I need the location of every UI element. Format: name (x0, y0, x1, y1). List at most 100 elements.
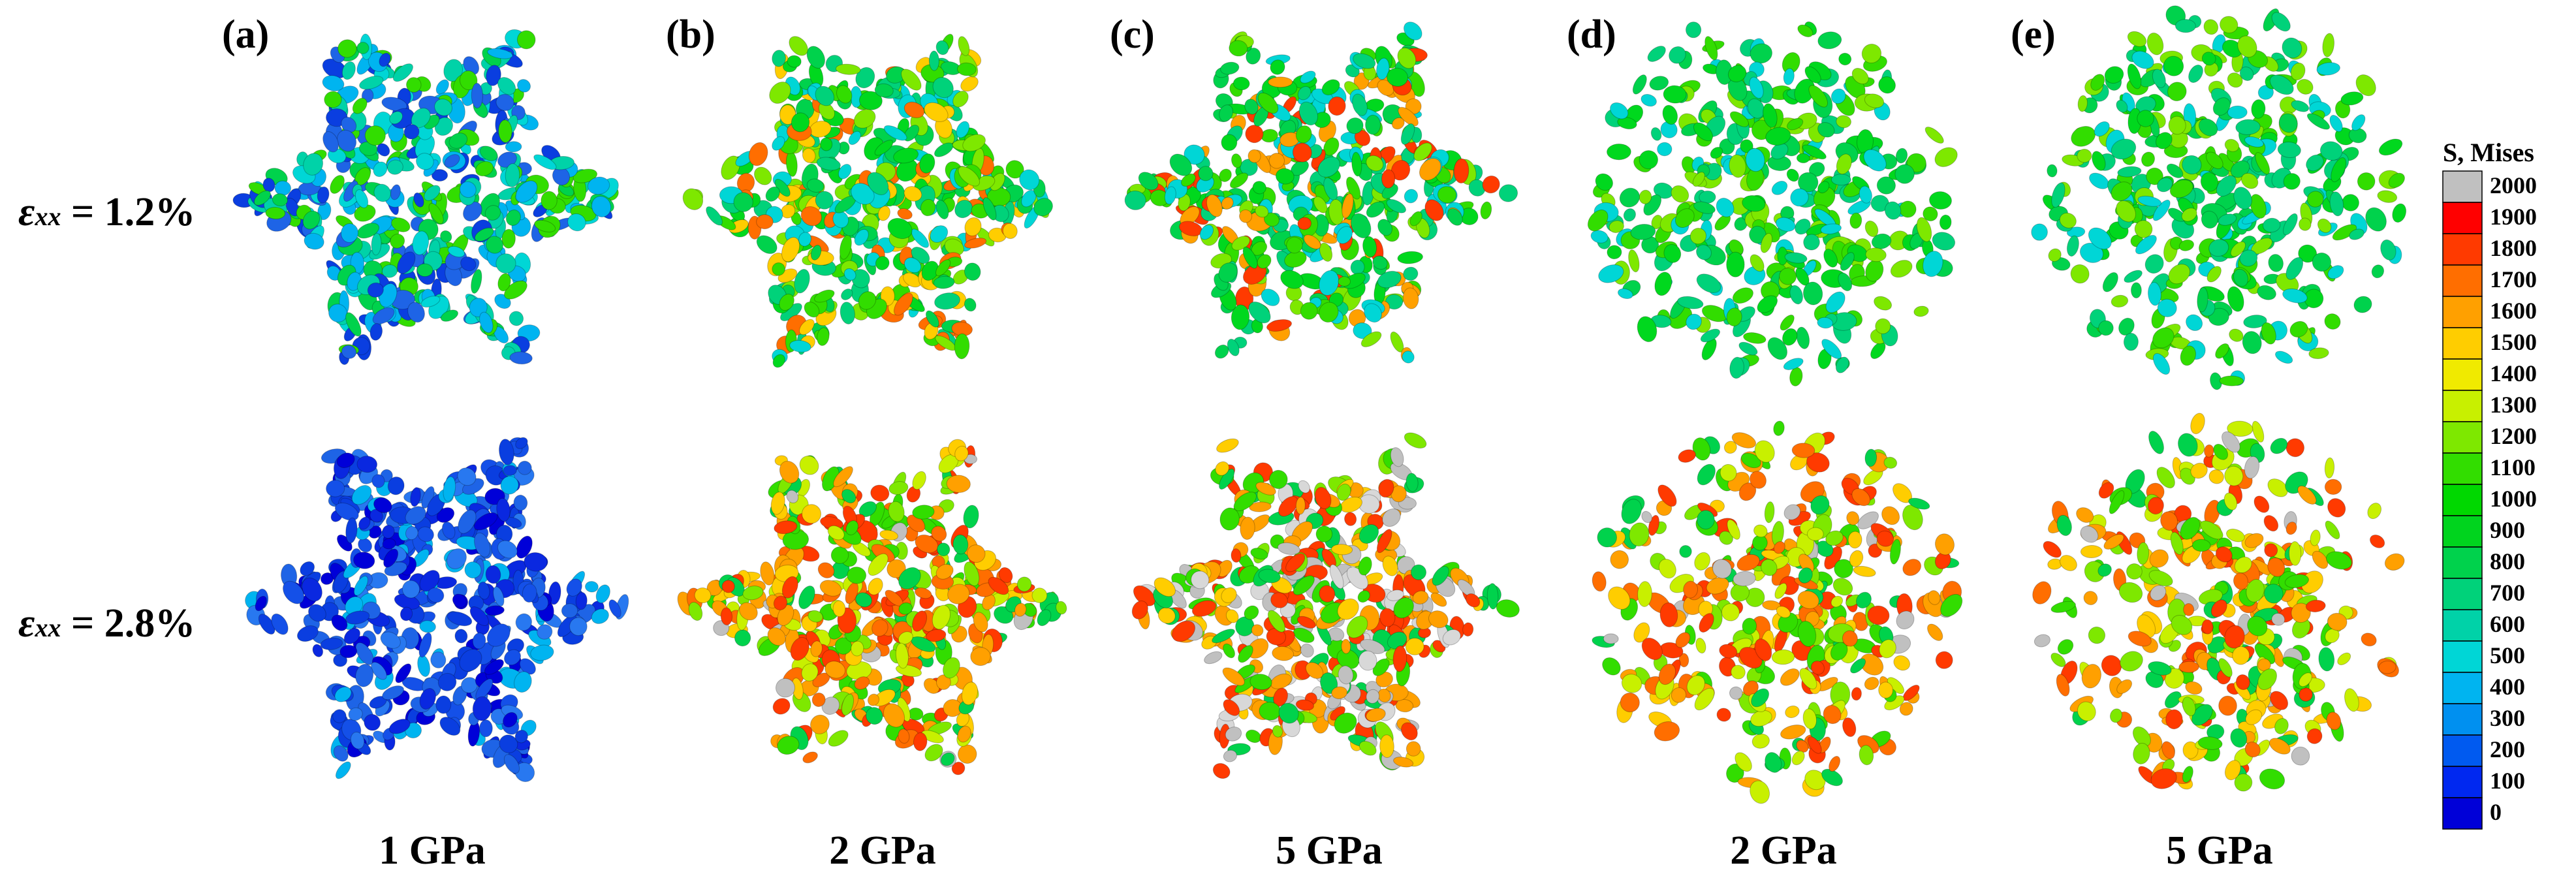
grain (903, 257, 922, 274)
grain (434, 99, 453, 116)
grain (1697, 463, 1716, 486)
grain (1851, 687, 1862, 701)
legend-title: S, Mises (2443, 138, 2534, 167)
grain (416, 153, 434, 170)
grain (883, 125, 907, 141)
grain (608, 599, 621, 618)
grain (2102, 272, 2118, 292)
grain (324, 91, 342, 108)
grain (733, 192, 753, 212)
grain (1874, 296, 1893, 311)
grain (958, 36, 970, 56)
grain (1796, 153, 1810, 164)
grain (1893, 655, 1911, 671)
grain (1773, 420, 1785, 436)
legend-swatch (2442, 546, 2483, 579)
grain (406, 77, 422, 93)
grain (561, 603, 578, 618)
legend-swatch (2442, 296, 2483, 328)
grain (1697, 510, 1715, 530)
grain (463, 201, 482, 222)
grain (1602, 657, 1621, 676)
grain (875, 256, 890, 270)
grain (2111, 294, 2129, 308)
grain (567, 213, 586, 232)
grain (505, 209, 521, 227)
grain (334, 686, 352, 702)
grain (348, 707, 363, 721)
grain (435, 79, 449, 95)
grain (484, 205, 501, 221)
legend-colorbar (2442, 170, 2483, 830)
grain (353, 576, 368, 596)
grain (317, 186, 330, 204)
grain (431, 169, 448, 181)
row-label-bottom: εxx = 2.8% (18, 601, 195, 647)
legend-tick-label: 1500 (2490, 329, 2537, 355)
grain (517, 460, 532, 475)
grain (265, 206, 286, 220)
grain (815, 86, 835, 106)
grain (2120, 651, 2143, 672)
grain (840, 302, 855, 324)
grain (459, 70, 478, 91)
grain (440, 309, 459, 322)
grain (2259, 768, 2285, 790)
grain (437, 672, 457, 691)
grain (982, 197, 997, 221)
grain (836, 85, 853, 104)
grain (515, 180, 538, 203)
legend-swatch (2442, 358, 2483, 391)
grain (440, 230, 452, 243)
grain (2034, 634, 2050, 648)
grain (2146, 32, 2164, 55)
pressure-label-a: 1 GPa (379, 828, 486, 873)
grain (418, 632, 432, 658)
grain (391, 217, 411, 232)
grain (1830, 174, 1851, 186)
grain (356, 456, 378, 473)
grain (1881, 506, 1900, 525)
grain (851, 269, 870, 289)
legend-tick-label: 700 (2490, 580, 2525, 606)
grain (925, 310, 939, 328)
grain (443, 476, 456, 502)
grain (1817, 31, 1842, 50)
grain (379, 52, 391, 67)
grain (2285, 438, 2305, 458)
grain (1405, 638, 1424, 655)
grain (354, 189, 369, 208)
legend-tick-label: 0 (2490, 799, 2502, 825)
grain (2188, 65, 2203, 83)
grain (474, 532, 491, 557)
grain (858, 291, 877, 310)
grain (380, 631, 401, 649)
legend-swatch (2442, 390, 2483, 422)
grain (1480, 201, 1492, 219)
grain (2291, 746, 2310, 766)
grain (400, 606, 413, 621)
grain (395, 663, 412, 683)
grain (954, 333, 970, 360)
grain (772, 136, 785, 151)
grain (2167, 82, 2187, 102)
grain (924, 102, 949, 122)
grain (472, 696, 492, 721)
grain (1632, 74, 1647, 95)
grain (358, 537, 373, 553)
legend-swatch (2442, 578, 2483, 610)
grain (933, 275, 955, 289)
grain (779, 293, 794, 311)
grain (888, 481, 909, 495)
grain (756, 235, 778, 255)
legend-tick-label: 1600 (2490, 298, 2537, 324)
grain (419, 620, 436, 633)
grain (2141, 151, 2155, 167)
grain (1341, 638, 1351, 654)
grain (345, 312, 362, 337)
grain (1939, 214, 1952, 230)
grain (1280, 270, 1304, 289)
grain (970, 647, 991, 666)
grain (828, 730, 849, 747)
